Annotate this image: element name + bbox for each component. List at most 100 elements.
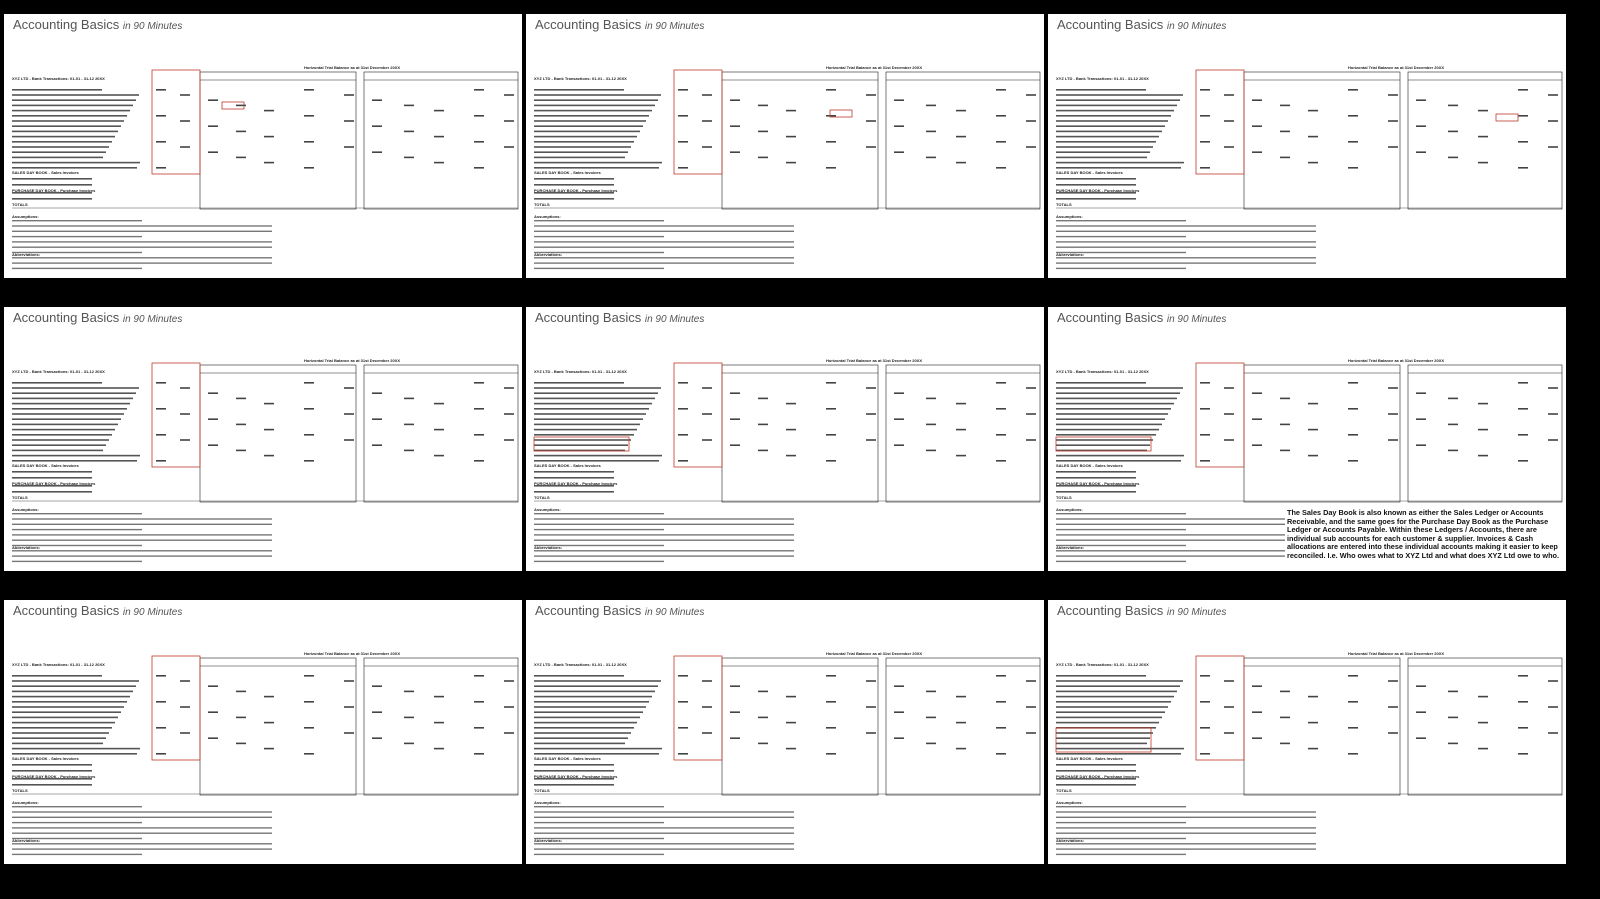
cell-value — [180, 439, 190, 441]
cell-value — [1548, 387, 1558, 389]
note-row — [1056, 518, 1316, 520]
title-main: Accounting Basics — [535, 603, 642, 618]
assumptions-label: Assumptions: — [534, 507, 561, 512]
cell-value — [1026, 120, 1036, 122]
note-row — [534, 816, 794, 818]
note-row — [534, 544, 664, 547]
cell-value — [434, 428, 444, 431]
cell-value — [730, 99, 740, 101]
cell-value — [344, 732, 354, 734]
totals-label: TOTALS — [1056, 202, 1072, 207]
spreadsheet — [1056, 69, 1563, 270]
note-row — [534, 220, 664, 222]
cell-value — [1252, 737, 1262, 739]
cell-value — [678, 408, 688, 410]
assumptions-label: Assumptions: — [534, 800, 561, 805]
cell-value — [208, 151, 218, 153]
text-row — [12, 392, 136, 394]
text-row — [12, 753, 137, 755]
note-row — [534, 251, 664, 254]
abbreviations-label: Abbreviations: — [534, 838, 563, 843]
slide-title: Accounting Basics in 90 Minutes — [13, 17, 182, 32]
cell-value — [758, 716, 768, 719]
note-row — [534, 848, 794, 850]
purchase-book-label: PURCHASE DAY BOOK - Purchase Invoices — [534, 188, 618, 193]
abbreviations-label: Abbreviations: — [1056, 252, 1085, 257]
note-row — [534, 806, 664, 808]
cell-value — [1518, 115, 1528, 117]
cell-value — [1388, 94, 1398, 96]
text-row — [1056, 764, 1136, 766]
text-row — [12, 764, 92, 766]
cell-value — [264, 402, 274, 405]
cell-value — [730, 444, 740, 446]
text-row — [1056, 397, 1177, 400]
cell-value — [1518, 460, 1528, 462]
text-row — [534, 387, 661, 389]
note-row — [534, 235, 664, 238]
title-main: Accounting Basics — [13, 603, 120, 618]
title-main: Accounting Basics — [1057, 17, 1164, 32]
text-row — [1056, 167, 1181, 169]
cell-value — [926, 716, 936, 719]
text-row — [534, 99, 658, 101]
note-row — [12, 528, 142, 531]
cell-value — [1548, 146, 1558, 148]
purchase-book-label: PURCHASE DAY BOOK - Purchase Invoices — [12, 774, 96, 779]
box — [829, 109, 853, 118]
cell-value — [504, 146, 514, 148]
cell-value — [264, 454, 274, 457]
cell-value — [1026, 680, 1036, 682]
note-row — [534, 246, 794, 248]
text-row — [12, 120, 124, 122]
cell-value — [344, 439, 354, 441]
text-row — [1056, 695, 1174, 698]
cell-value — [1478, 161, 1488, 164]
cell-value — [996, 460, 1006, 462]
cell-value — [504, 706, 514, 708]
note-row — [12, 806, 142, 808]
cell-value — [926, 156, 936, 159]
note-row — [12, 251, 142, 254]
cell-value — [1200, 753, 1210, 755]
cell-value — [1388, 387, 1398, 389]
cell-value — [1224, 413, 1234, 415]
cell-value — [180, 387, 190, 389]
box — [1243, 657, 1401, 796]
note-row — [12, 555, 272, 557]
title-main: Accounting Basics — [13, 310, 120, 325]
cell-value — [1348, 408, 1358, 410]
cell-value — [1478, 721, 1488, 724]
text-row — [1056, 146, 1153, 148]
totals-label: TOTALS — [12, 495, 28, 500]
cell-value — [372, 99, 382, 101]
cell-value — [894, 444, 904, 446]
text-row — [1056, 716, 1162, 719]
text-row — [12, 716, 118, 719]
cell-value — [434, 695, 444, 698]
cell-value — [404, 690, 414, 693]
purchase-book-label: PURCHASE DAY BOOK - Purchase Invoices — [12, 188, 96, 193]
cell-value — [996, 675, 1006, 677]
cell-value — [1224, 680, 1234, 682]
cell-value — [344, 706, 354, 708]
cell-value — [1416, 418, 1426, 420]
cell-value — [404, 716, 414, 719]
cell-value — [1416, 151, 1426, 153]
cell-value — [678, 675, 688, 677]
cell-value — [926, 397, 936, 400]
cell-value — [434, 109, 444, 112]
text-row — [12, 460, 137, 462]
abbreviations-label: Abbreviations: — [534, 252, 563, 257]
box — [1407, 364, 1563, 503]
cell-value — [404, 130, 414, 133]
cell-value — [678, 89, 688, 91]
text-row — [1056, 104, 1177, 107]
slide-title: Accounting Basics in 90 Minutes — [13, 603, 182, 618]
cell-value — [304, 167, 314, 169]
box — [199, 71, 357, 210]
cell-value — [730, 685, 740, 687]
cell-value — [264, 747, 274, 750]
text-row — [534, 695, 652, 698]
note-row — [1056, 821, 1186, 824]
